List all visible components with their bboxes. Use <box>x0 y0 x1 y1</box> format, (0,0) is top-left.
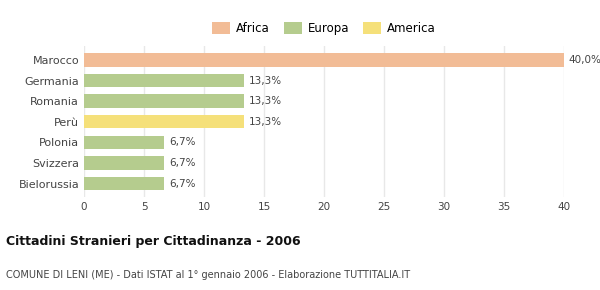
Bar <box>84 53 564 67</box>
Bar <box>84 136 164 149</box>
Text: 13,3%: 13,3% <box>248 76 281 86</box>
Text: 6,7%: 6,7% <box>169 179 196 189</box>
Text: 6,7%: 6,7% <box>169 158 196 168</box>
Text: 40,0%: 40,0% <box>569 55 600 65</box>
Bar <box>84 95 244 108</box>
Text: COMUNE DI LENI (ME) - Dati ISTAT al 1° gennaio 2006 - Elaborazione TUTTITALIA.IT: COMUNE DI LENI (ME) - Dati ISTAT al 1° g… <box>6 270 410 280</box>
Bar <box>84 115 244 128</box>
Text: 6,7%: 6,7% <box>169 137 196 147</box>
Bar <box>84 177 164 190</box>
Text: 13,3%: 13,3% <box>248 96 281 106</box>
Bar <box>84 156 164 170</box>
Legend: Africa, Europa, America: Africa, Europa, America <box>210 20 438 37</box>
Text: Cittadini Stranieri per Cittadinanza - 2006: Cittadini Stranieri per Cittadinanza - 2… <box>6 235 301 248</box>
Bar <box>84 74 244 87</box>
Text: 13,3%: 13,3% <box>248 117 281 127</box>
